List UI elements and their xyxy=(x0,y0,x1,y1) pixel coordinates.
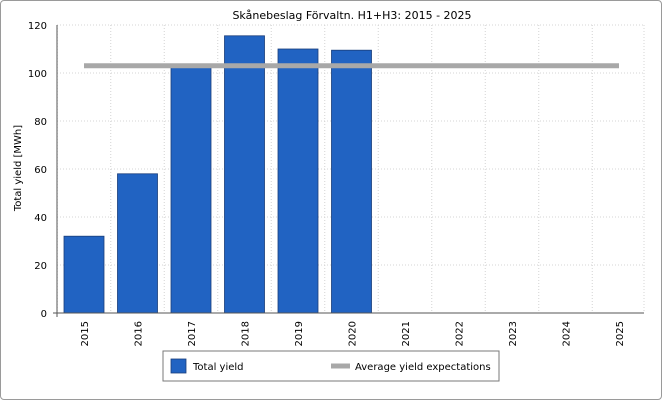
bar-2020 xyxy=(331,49,372,314)
x-tick-label: 2019 xyxy=(294,321,305,346)
legend: Total yield Average yield expectations xyxy=(162,350,500,382)
x-tick-label: 2022 xyxy=(455,321,466,346)
legend-label-average-yield: Average yield expectations xyxy=(355,362,491,373)
y-tick-label: 60 xyxy=(34,165,47,176)
y-tick-label: 80 xyxy=(34,117,47,128)
x-tick-label: 2023 xyxy=(508,321,519,346)
y-tick-label: 0 xyxy=(41,309,47,320)
x-tick-label: 2024 xyxy=(562,321,573,346)
y-tick-label: 120 xyxy=(28,21,47,32)
x-tick-label: 2016 xyxy=(134,321,145,346)
bars xyxy=(63,35,372,314)
y-tick-label: 100 xyxy=(28,69,47,80)
bar-2019 xyxy=(277,48,319,314)
legend-label-total-yield: Total yield xyxy=(192,362,244,373)
bar-2016 xyxy=(117,173,158,314)
y-tick-label: 40 xyxy=(34,213,47,224)
y-axis-label: Total yield [MWh] xyxy=(13,125,24,212)
chart-title: Skånebeslag Förvaltn. H1+H3: 2015 - 2025 xyxy=(232,9,471,22)
x-tick-label: 2018 xyxy=(241,321,252,346)
legend-swatch-total-yield xyxy=(170,358,187,374)
x-tick-label: 2025 xyxy=(615,321,626,346)
x-tick-label: 2020 xyxy=(348,321,359,346)
x-tick-label: 2021 xyxy=(401,321,412,346)
bar-2017 xyxy=(170,65,212,314)
bar-2018 xyxy=(224,35,265,314)
axes: 0 20 40 60 80 100 120 2015 2016 2017 2018 2019 2020 2… xyxy=(28,21,644,346)
x-tick-label: 2015 xyxy=(80,321,91,346)
y-tick-label: 20 xyxy=(34,261,47,272)
bar-2015 xyxy=(63,235,105,314)
x-tick-label: 2017 xyxy=(187,321,198,346)
